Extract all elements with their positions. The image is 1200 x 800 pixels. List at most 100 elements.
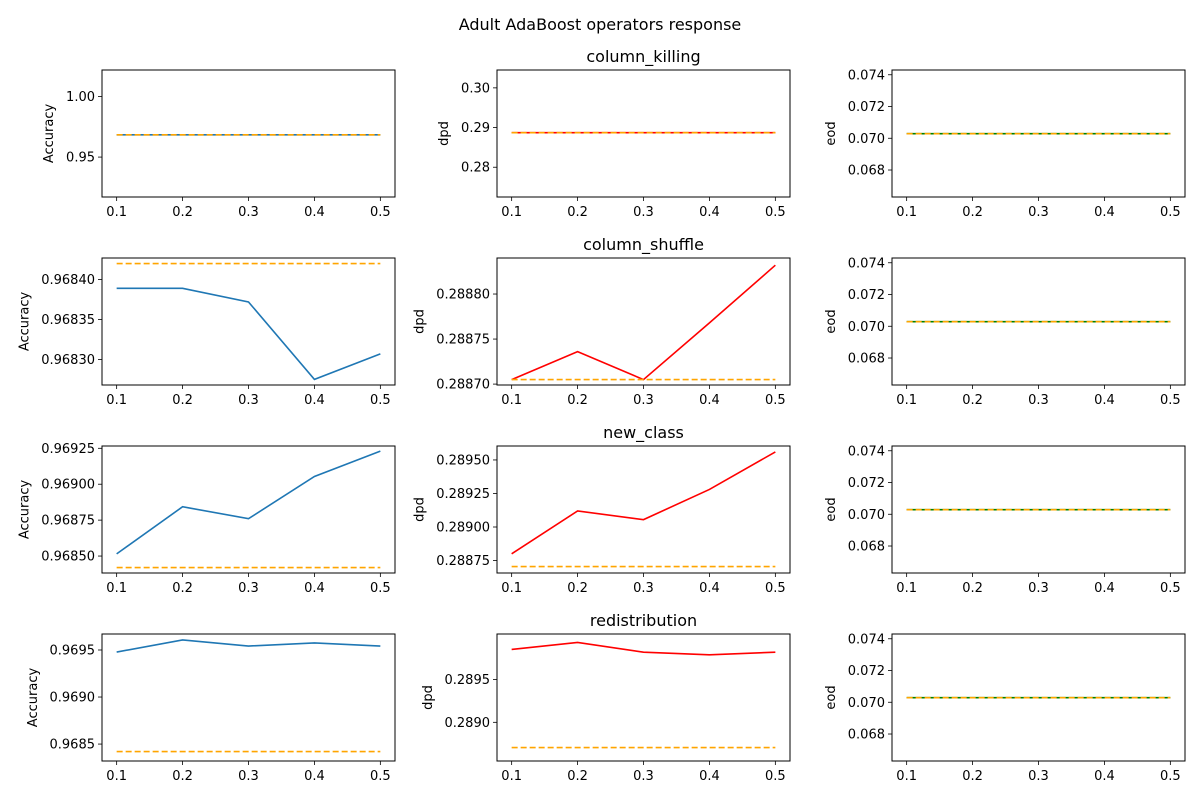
plot-area bbox=[497, 446, 790, 573]
x-tick-label: 0.5 bbox=[765, 393, 786, 408]
y-tick-label: 0.074 bbox=[848, 256, 885, 271]
y-axis-label: Accuracy bbox=[26, 668, 41, 728]
series-line bbox=[116, 287, 381, 381]
subplot-row3-eod: 0.1 0.2 0.3 0.4 0.5 0.068 0.070 0.072 0.074 eod bbox=[824, 444, 1186, 596]
y-tick-label: 0.072 bbox=[848, 664, 885, 679]
y-tick-label: 0.96900 bbox=[41, 478, 95, 493]
x-tick-label: 0.4 bbox=[304, 769, 325, 784]
x-tick-label: 0.2 bbox=[962, 393, 983, 408]
y-axis-label: eod bbox=[824, 497, 839, 521]
subplot-title: column_killing bbox=[586, 47, 700, 67]
y-tick-label: 0.9695 bbox=[50, 643, 96, 658]
x-tick-label: 0.1 bbox=[106, 205, 127, 220]
x-tick-label: 0.2 bbox=[567, 769, 588, 784]
x-tick-label: 0.4 bbox=[699, 769, 720, 784]
x-tick-label: 0.4 bbox=[304, 393, 325, 408]
y-tick-label: 0.2890 bbox=[445, 716, 491, 731]
x-tick-label: 0.4 bbox=[699, 393, 720, 408]
y-axis-label: Accuracy bbox=[42, 104, 57, 164]
x-tick-label: 0.3 bbox=[238, 393, 259, 408]
x-tick-label: 0.4 bbox=[1094, 581, 1115, 596]
plot-area bbox=[102, 634, 395, 761]
y-tick-label: 0.28950 bbox=[436, 453, 490, 468]
y-tick-label: 0.070 bbox=[848, 132, 885, 147]
x-tick-label: 0.2 bbox=[567, 581, 588, 596]
x-tick-label: 0.5 bbox=[370, 393, 391, 408]
x-tick-label: 0.3 bbox=[1028, 581, 1049, 596]
y-axis-label: dpd bbox=[413, 309, 428, 334]
y-tick-label: 0.074 bbox=[848, 444, 885, 459]
x-tick-label: 0.4 bbox=[304, 205, 325, 220]
y-axis-label: Accuracy bbox=[18, 480, 33, 540]
subplot-row4-accuracy: 0.1 0.2 0.3 0.4 0.5 0.9685 0.9690 0.9695 Accurac… bbox=[26, 633, 396, 784]
x-tick-label: 0.3 bbox=[633, 769, 654, 784]
y-tick-label: 1.00 bbox=[66, 90, 95, 105]
y-tick-label: 0.96850 bbox=[41, 550, 95, 565]
figure-suptitle: Adult AdaBoost operators response bbox=[459, 15, 742, 34]
x-tick-label: 0.2 bbox=[172, 769, 193, 784]
plot-area bbox=[497, 634, 790, 761]
subplot-row3-dpd: 0.1 0.2 0.3 0.4 0.5 0.28875 0.28900 0.28925 0.28… bbox=[413, 423, 791, 596]
plot-area bbox=[102, 70, 395, 197]
x-tick-label: 0.2 bbox=[962, 581, 983, 596]
y-axis-label: dpd bbox=[421, 685, 436, 710]
x-tick-label: 0.5 bbox=[765, 205, 786, 220]
y-tick-label: 0.070 bbox=[848, 320, 885, 335]
x-tick-label: 0.1 bbox=[106, 393, 127, 408]
x-tick-label: 0.3 bbox=[238, 205, 259, 220]
x-tick-label: 0.3 bbox=[1028, 393, 1049, 408]
x-tick-label: 0.3 bbox=[1028, 769, 1049, 784]
subplot-row2-eod: 0.1 0.2 0.3 0.4 0.5 0.068 0.070 0.072 0.074 eod bbox=[824, 256, 1186, 408]
x-tick-label: 0.1 bbox=[106, 581, 127, 596]
x-tick-label: 0.2 bbox=[567, 393, 588, 408]
x-tick-label: 0.4 bbox=[1094, 205, 1115, 220]
x-tick-label: 0.1 bbox=[896, 393, 917, 408]
x-tick-label: 0.1 bbox=[896, 581, 917, 596]
x-tick-label: 0.1 bbox=[896, 769, 917, 784]
subplot-row2-dpd: 0.1 0.2 0.3 0.4 0.5 0.28870 0.28875 0.28880 dpd c… bbox=[413, 235, 791, 408]
x-tick-label: 0.5 bbox=[1160, 205, 1181, 220]
x-tick-label: 0.4 bbox=[1094, 393, 1115, 408]
y-tick-label: 0.072 bbox=[848, 100, 885, 115]
x-tick-label: 0.1 bbox=[501, 205, 522, 220]
y-tick-label: 0.074 bbox=[848, 632, 885, 647]
y-tick-label: 0.068 bbox=[848, 540, 885, 555]
plot-area bbox=[102, 258, 395, 385]
y-tick-label: 0.29 bbox=[461, 121, 490, 136]
x-tick-label: 0.4 bbox=[304, 581, 325, 596]
y-axis-label: eod bbox=[824, 309, 839, 333]
y-tick-label: 0.96875 bbox=[41, 514, 95, 529]
x-tick-label: 0.2 bbox=[172, 205, 193, 220]
x-tick-label: 0.1 bbox=[896, 205, 917, 220]
y-tick-label: 0.070 bbox=[848, 508, 885, 523]
x-tick-label: 0.2 bbox=[172, 393, 193, 408]
subplot-row4-dpd: 0.1 0.2 0.3 0.4 0.5 0.2890 0.2895 dpd redistribu… bbox=[421, 611, 791, 784]
y-tick-label: 0.28880 bbox=[436, 288, 490, 303]
x-tick-label: 0.3 bbox=[238, 769, 259, 784]
subplot-title: new_class bbox=[603, 423, 684, 443]
y-tick-label: 0.072 bbox=[848, 288, 885, 303]
y-axis-label: dpd bbox=[413, 497, 428, 522]
x-tick-label: 0.1 bbox=[501, 769, 522, 784]
y-tick-label: 0.28900 bbox=[436, 521, 490, 536]
plot-area bbox=[497, 258, 790, 385]
x-tick-label: 0.5 bbox=[765, 581, 786, 596]
y-tick-label: 0.96835 bbox=[41, 313, 95, 328]
subplot-grid: 0.1 0.2 0.3 0.4 0.5 0.95 1.00 Accuracy 0.1 0.2 0.3… bbox=[18, 47, 1186, 784]
x-tick-label: 0.2 bbox=[567, 205, 588, 220]
y-tick-label: 0.96925 bbox=[41, 442, 95, 457]
y-tick-label: 0.28875 bbox=[436, 554, 490, 569]
x-tick-label: 0.5 bbox=[370, 205, 391, 220]
subplot-row2-accuracy: 0.1 0.2 0.3 0.4 0.5 0.96830 0.96835 0.96840 Accu… bbox=[18, 257, 396, 408]
series-line bbox=[116, 639, 381, 653]
x-tick-label: 0.5 bbox=[370, 769, 391, 784]
subplot-row1-dpd: 0.1 0.2 0.3 0.4 0.5 0.28 0.29 0.30 dpd column_kil… bbox=[437, 47, 791, 220]
x-tick-label: 0.2 bbox=[962, 769, 983, 784]
x-tick-label: 0.3 bbox=[238, 581, 259, 596]
x-tick-label: 0.2 bbox=[962, 205, 983, 220]
y-tick-label: 0.072 bbox=[848, 476, 885, 491]
subplot-row3-accuracy: 0.1 0.2 0.3 0.4 0.5 0.96850 0.96875 0.96900 0.96… bbox=[18, 442, 396, 596]
x-tick-label: 0.4 bbox=[699, 581, 720, 596]
y-axis-label: Accuracy bbox=[18, 292, 33, 352]
